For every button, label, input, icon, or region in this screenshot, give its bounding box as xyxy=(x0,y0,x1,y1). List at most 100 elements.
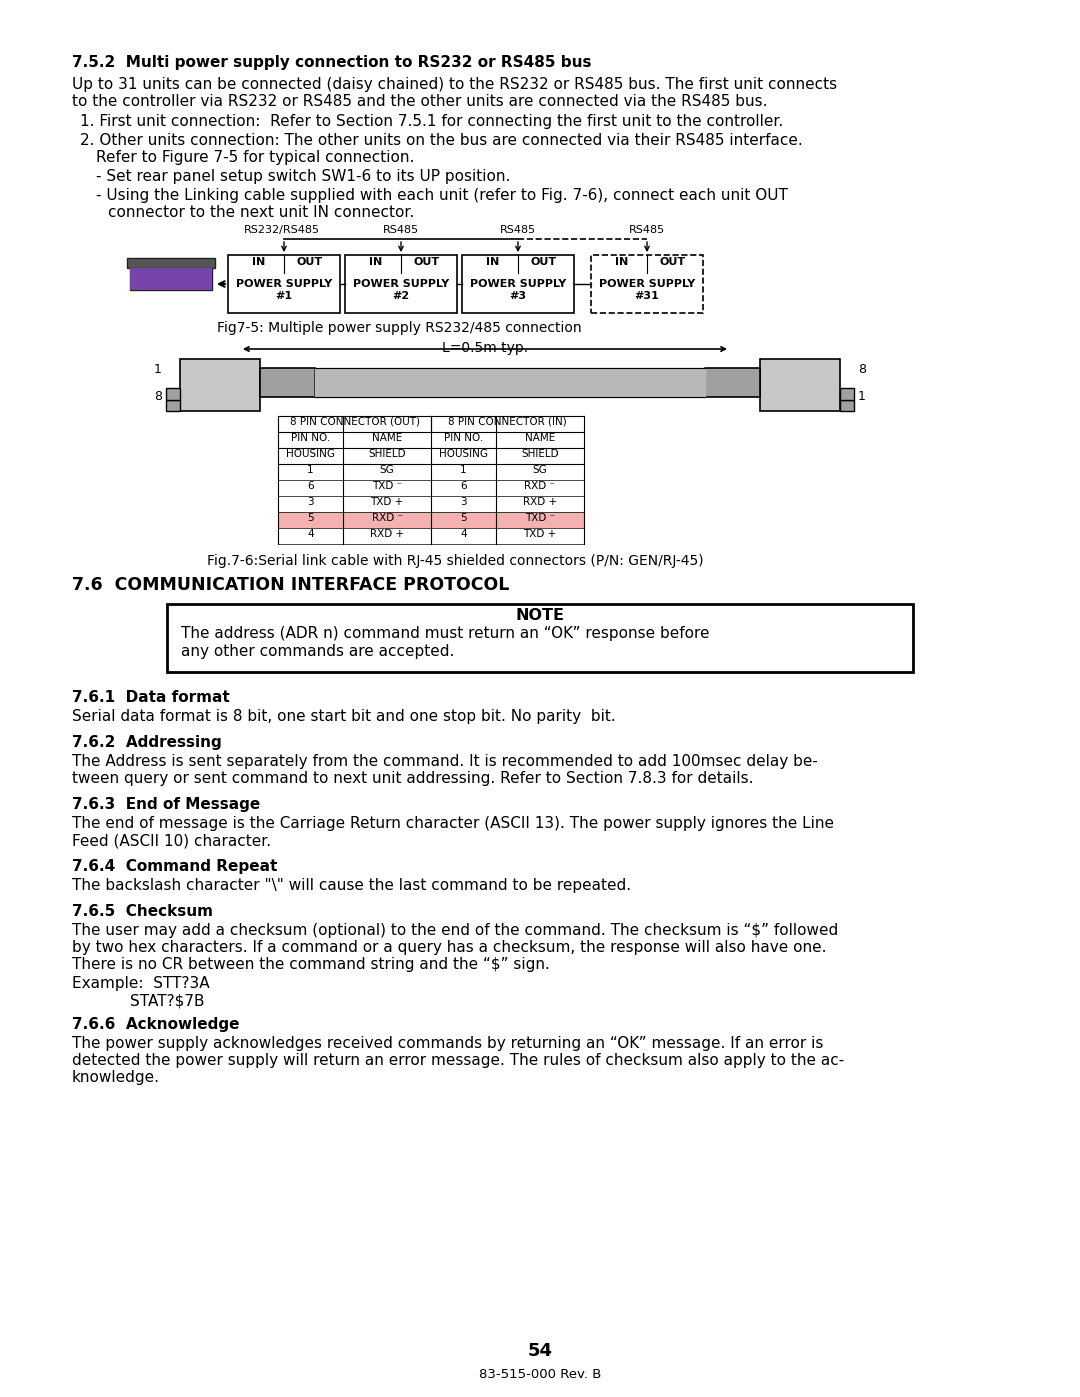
Text: 1. First unit connection:  Refer to Section 7.5.1 for connecting the first unit : 1. First unit connection: Refer to Secti… xyxy=(80,115,783,129)
Text: 6: 6 xyxy=(460,481,467,490)
Bar xyxy=(345,256,457,313)
Text: The backslash character "\" will cause the last command to be repeated.: The backslash character "\" will cause t… xyxy=(72,877,631,893)
Bar xyxy=(705,369,760,397)
Text: HOUSING: HOUSING xyxy=(438,448,488,460)
Text: NAME: NAME xyxy=(372,433,402,443)
Text: The end of message is the Carriage Return character (ASCII 13). The power supply: The end of message is the Carriage Retur… xyxy=(72,816,834,831)
Text: 3: 3 xyxy=(307,497,314,507)
Text: 8 PIN CONNECTOR (OUT): 8 PIN CONNECTOR (OUT) xyxy=(289,416,419,427)
Bar xyxy=(840,400,854,411)
Text: 7.6.3  End of Message: 7.6.3 End of Message xyxy=(72,798,260,812)
Text: - Using the Linking cable supplied with each unit (refer to Fig. 7-6), connect e: - Using the Linking cable supplied with … xyxy=(96,189,788,203)
Text: The Address is sent separately from the command. It is recommended to add 100mse: The Address is sent separately from the … xyxy=(72,754,818,768)
Text: There is no CR between the command string and the “$” sign.: There is no CR between the command strin… xyxy=(72,957,550,972)
Text: HOUSING: HOUSING xyxy=(286,448,335,460)
Text: RXD +: RXD + xyxy=(523,497,557,507)
Text: connector to the next unit IN connector.: connector to the next unit IN connector. xyxy=(108,205,415,219)
Bar xyxy=(180,359,260,411)
Text: RS485: RS485 xyxy=(629,225,665,235)
Text: to the controller via RS232 or RS485 and the other units are connected via the R: to the controller via RS232 or RS485 and… xyxy=(72,94,768,109)
Bar xyxy=(840,388,854,400)
Text: STAT?$7B: STAT?$7B xyxy=(130,993,204,1009)
Text: #2: #2 xyxy=(392,291,409,300)
Bar xyxy=(166,388,180,400)
Text: 8: 8 xyxy=(154,390,162,402)
Text: TXD +: TXD + xyxy=(524,529,556,539)
Text: 1: 1 xyxy=(307,465,314,475)
Text: 1: 1 xyxy=(858,390,866,402)
Text: NOTE: NOTE xyxy=(515,608,565,623)
Bar xyxy=(591,256,703,313)
Text: #1: #1 xyxy=(275,291,293,300)
Text: 8: 8 xyxy=(858,363,866,376)
Text: 8 PIN CONNECTOR (IN): 8 PIN CONNECTOR (IN) xyxy=(448,416,567,427)
Text: RS232/RS485: RS232/RS485 xyxy=(244,225,320,235)
Bar xyxy=(130,260,212,291)
Text: #3: #3 xyxy=(510,291,527,300)
Bar xyxy=(228,256,340,313)
Text: OUT: OUT xyxy=(530,257,557,267)
Text: Serial data format is 8 bit, one start bit and one stop bit. No parity  bit.: Serial data format is 8 bit, one start b… xyxy=(72,710,616,724)
Text: POWER SUPPLY: POWER SUPPLY xyxy=(353,279,449,289)
Text: Up to 31 units can be connected (daisy chained) to the RS232 or RS485 bus. The f: Up to 31 units can be connected (daisy c… xyxy=(72,77,837,92)
Text: The power supply acknowledges received commands by returning an “OK” message. If: The power supply acknowledges received c… xyxy=(72,1037,823,1051)
Text: IN: IN xyxy=(252,257,265,267)
Text: IN: IN xyxy=(368,257,382,267)
Text: L=0.5m typ.: L=0.5m typ. xyxy=(442,341,528,355)
Text: #31: #31 xyxy=(635,291,660,300)
Bar xyxy=(130,268,212,291)
Bar xyxy=(127,258,215,268)
Text: SG: SG xyxy=(532,465,548,475)
Text: 5: 5 xyxy=(307,513,314,522)
Text: The user may add a checksum (optional) to the end of the command. The checksum i: The user may add a checksum (optional) t… xyxy=(72,923,838,937)
Text: 7.6.1  Data format: 7.6.1 Data format xyxy=(72,690,230,705)
Bar xyxy=(133,263,210,288)
Text: 4: 4 xyxy=(307,529,314,539)
Text: SHIELD: SHIELD xyxy=(368,448,406,460)
Text: POWER SUPPLY: POWER SUPPLY xyxy=(235,279,333,289)
Text: RS485: RS485 xyxy=(500,225,536,235)
Bar xyxy=(278,511,584,528)
Text: The address (ADR n) command must return an “OK” response before: The address (ADR n) command must return … xyxy=(181,626,710,641)
Bar xyxy=(462,256,573,313)
Text: 3: 3 xyxy=(460,497,467,507)
Text: OUT: OUT xyxy=(297,257,323,267)
Text: IN: IN xyxy=(615,257,627,267)
Text: 7.6.2  Addressing: 7.6.2 Addressing xyxy=(72,735,221,750)
Text: Example:  STT?3A: Example: STT?3A xyxy=(72,977,210,990)
Text: knowledge.: knowledge. xyxy=(72,1070,160,1085)
Text: RS485: RS485 xyxy=(383,225,419,235)
Bar xyxy=(260,369,315,397)
Text: TXD ⁻: TXD ⁻ xyxy=(372,481,402,490)
Text: Refer to Figure 7-5 for typical connection.: Refer to Figure 7-5 for typical connecti… xyxy=(96,149,415,165)
Text: RXD ⁻: RXD ⁻ xyxy=(372,513,403,522)
Text: detected the power supply will return an error message. The rules of checksum al: detected the power supply will return an… xyxy=(72,1053,845,1067)
Text: tween query or sent command to next unit addressing. Refer to Section 7.8.3 for : tween query or sent command to next unit… xyxy=(72,771,754,787)
Text: 1: 1 xyxy=(460,465,467,475)
Text: 7.6  COMMUNICATION INTERFACE PROTOCOL: 7.6 COMMUNICATION INTERFACE PROTOCOL xyxy=(72,576,510,594)
Bar xyxy=(167,604,913,672)
Text: PIN NO.: PIN NO. xyxy=(444,433,483,443)
Text: 1: 1 xyxy=(154,363,162,376)
Text: RXD ⁻: RXD ⁻ xyxy=(525,481,555,490)
Text: 7.6.6  Acknowledge: 7.6.6 Acknowledge xyxy=(72,1017,240,1032)
Text: 5: 5 xyxy=(460,513,467,522)
Text: 7.5.2  Multi power supply connection to RS232 or RS485 bus: 7.5.2 Multi power supply connection to R… xyxy=(72,54,592,70)
Text: POWER SUPPLY: POWER SUPPLY xyxy=(599,279,696,289)
Text: - Set rear panel setup switch SW1-6 to its UP position.: - Set rear panel setup switch SW1-6 to i… xyxy=(96,169,511,184)
Text: 4: 4 xyxy=(460,529,467,539)
Text: any other commands are accepted.: any other commands are accepted. xyxy=(181,644,455,659)
Text: 2. Other units connection: The other units on the bus are connected via their RS: 2. Other units connection: The other uni… xyxy=(80,133,802,148)
Text: RXD +: RXD + xyxy=(370,529,404,539)
Text: NAME: NAME xyxy=(525,433,555,443)
Text: Fig.7-6:Serial link cable with RJ-45 shielded connectors (P/N: GEN/RJ-45): Fig.7-6:Serial link cable with RJ-45 shi… xyxy=(207,555,704,569)
Bar xyxy=(760,359,840,411)
Text: 6: 6 xyxy=(307,481,314,490)
Text: Fig7-5: Multiple power supply RS232/485 connection: Fig7-5: Multiple power supply RS232/485 … xyxy=(217,321,582,335)
Text: TXD +: TXD + xyxy=(370,497,404,507)
Text: Feed (ASCII 10) character.: Feed (ASCII 10) character. xyxy=(72,833,271,848)
Text: 54: 54 xyxy=(527,1343,553,1361)
Text: SG: SG xyxy=(380,465,394,475)
Text: IN: IN xyxy=(486,257,499,267)
Text: TXD ⁻: TXD ⁻ xyxy=(525,513,555,522)
